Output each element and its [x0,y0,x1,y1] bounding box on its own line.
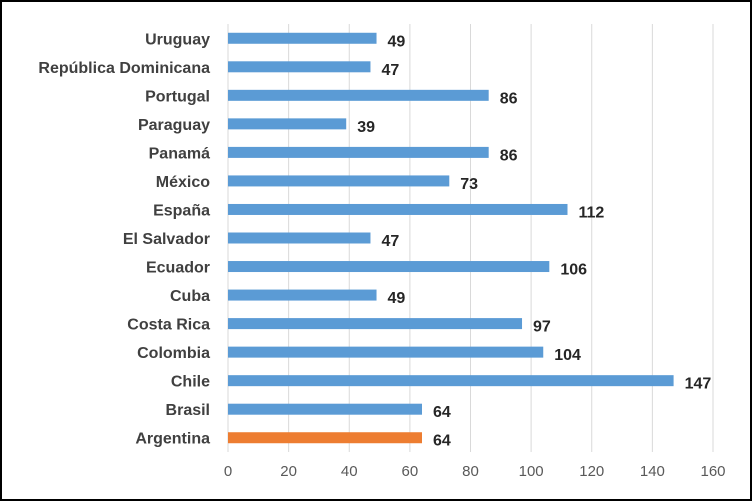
x-tick-label: 140 [640,463,665,480]
bar-11 [228,346,544,358]
value-label: 49 [388,290,406,307]
category-label: Panamá [149,145,210,162]
bar-10 [228,318,523,330]
bar-9 [228,289,377,301]
value-label: 97 [533,319,551,336]
value-label: 104 [554,347,581,364]
value-label: 64 [433,433,451,450]
value-label: 112 [579,204,605,221]
value-label: 39 [357,119,375,136]
value-label: 73 [460,176,478,193]
bar-1 [228,61,371,73]
x-tick-label: 40 [341,463,358,480]
value-label: 147 [685,376,712,393]
bar-13 [228,403,422,415]
bar-8 [228,261,550,273]
x-tick-label: 60 [402,463,419,480]
x-tick-label: 20 [280,463,297,480]
x-tick-label: 100 [519,463,544,480]
category-label: México [156,174,210,191]
value-label: 86 [500,147,518,164]
value-label: 47 [381,62,399,79]
category-label: República Dominicana [38,60,210,77]
category-label: Brasil [166,402,210,419]
category-label: Argentina [135,431,210,448]
bar-6 [228,203,568,215]
bar-0 [228,32,377,44]
x-tick-label: 160 [700,463,725,480]
category-label: Costa Rica [127,317,210,334]
value-label: 86 [500,90,518,107]
category-label: Paraguay [138,117,210,134]
x-tick-label: 120 [579,463,604,480]
bar-12 [228,375,674,387]
value-label: 64 [433,404,451,421]
bar-layer [228,32,674,444]
category-label: Uruguay [145,31,210,48]
category-label: Ecuador [146,260,210,277]
category-label: Cuba [170,288,210,305]
bar-5 [228,175,450,187]
x-tick-label: 0 [224,463,232,480]
category-label: El Salvador [123,231,210,248]
value-label: 106 [560,262,587,279]
category-label: Chile [171,374,210,391]
value-label: 47 [381,233,399,250]
bar-14 [228,432,422,444]
bar-2 [228,89,489,101]
bar-7 [228,232,371,244]
label-layer: 0 20 40 60 80 100 120 140 160 Uruguay 49 República … [38,31,725,480]
category-label: Portugal [145,88,210,105]
bar-3 [228,118,347,130]
category-label: España [153,202,210,219]
x-tick-label: 80 [462,463,479,480]
category-label: Colombia [137,345,210,362]
bar-4 [228,146,489,158]
value-label: 49 [388,33,406,50]
